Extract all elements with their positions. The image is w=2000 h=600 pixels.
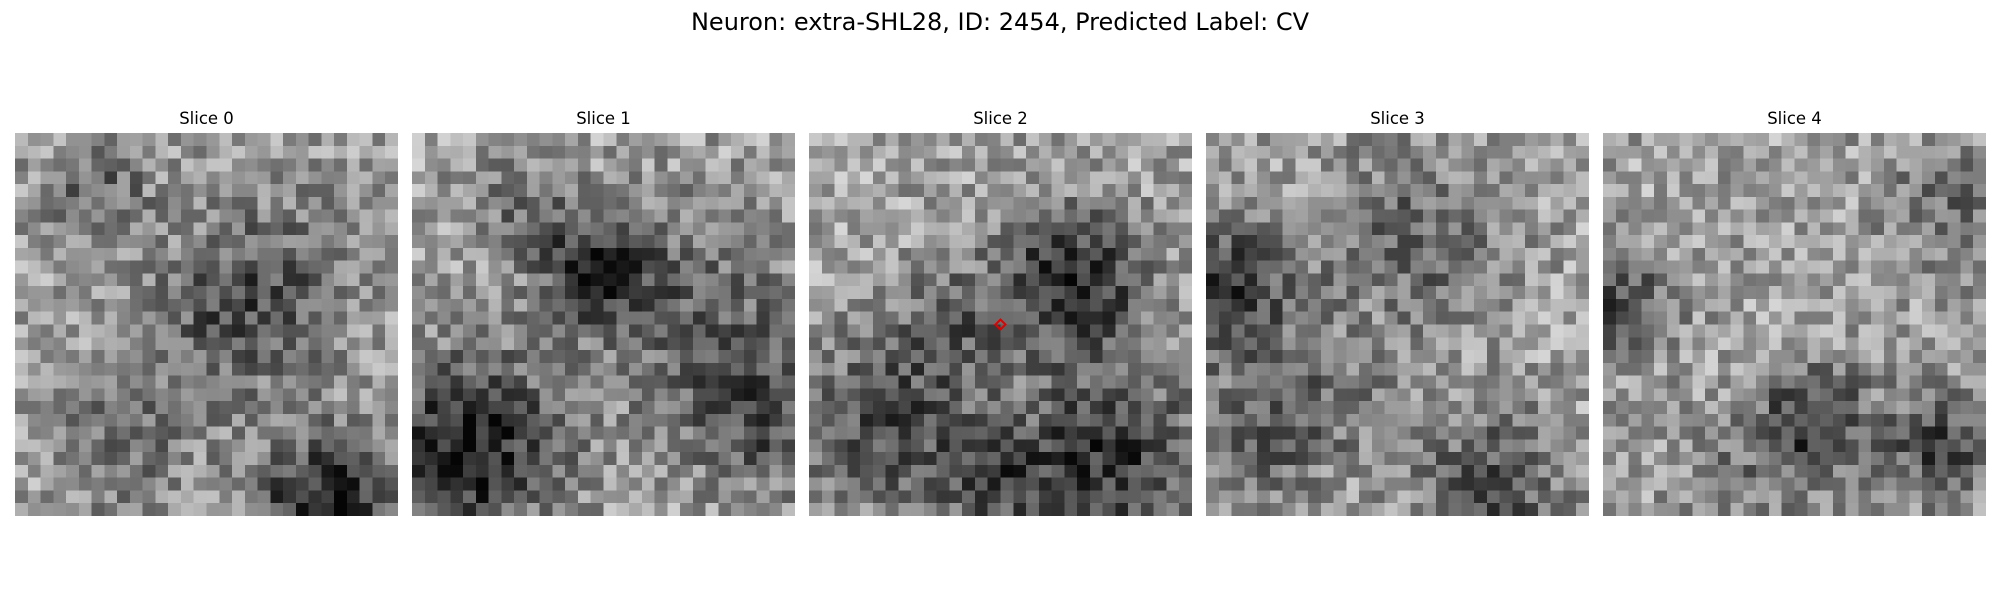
slice-image <box>1603 133 1986 516</box>
slice-title: Slice 1 <box>412 106 795 132</box>
slice-title: Slice 3 <box>1206 106 1589 132</box>
slice-title: Slice 0 <box>15 106 398 132</box>
slice-image <box>412 133 795 516</box>
slice-image <box>15 133 398 516</box>
slice-title: Slice 2 <box>809 106 1192 132</box>
figure-title: Neuron: extra-SHL28, ID: 2454, Predicted… <box>0 6 2000 38</box>
slice-image <box>1206 133 1589 516</box>
slice-title: Slice 4 <box>1603 106 1986 132</box>
